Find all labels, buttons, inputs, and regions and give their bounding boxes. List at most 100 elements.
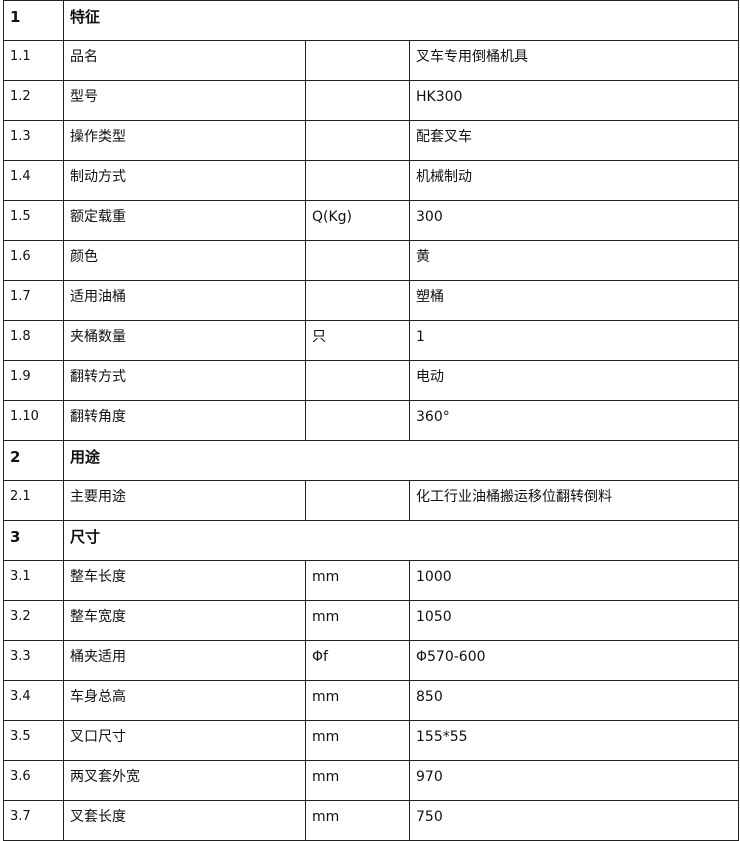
- item-value: 750: [408, 800, 740, 841]
- item-number: 3.6: [3, 760, 64, 801]
- item-unit: [305, 40, 410, 81]
- item-name: 额定载重: [63, 200, 306, 241]
- item-value: 360°: [408, 400, 740, 441]
- item-name: 颜色: [63, 240, 306, 281]
- item-name: 适用油桶: [63, 280, 306, 321]
- item-number: 1.6: [3, 240, 64, 281]
- item-name: 主要用途: [63, 480, 306, 521]
- table-row: 1.4 制动方式 机械制动: [3, 160, 740, 201]
- item-number: 1.8: [3, 320, 64, 361]
- table-row: 2.1 主要用途 化工行业油桶搬运移位翻转倒料: [3, 480, 740, 521]
- item-name: 翻转方式: [63, 360, 306, 401]
- section-number: 2: [3, 440, 64, 481]
- item-number: 1.10: [3, 400, 64, 441]
- item-unit: [305, 80, 410, 121]
- item-name: 整车长度: [63, 560, 306, 601]
- item-name: 车身总高: [63, 680, 306, 721]
- table-row: 3.3 桶夹适用 Φf Φ570-600: [3, 640, 740, 681]
- table-row: 3.7 叉套长度 mm 750: [3, 800, 740, 841]
- table-row: 3.1 整车长度 mm 1000: [3, 560, 740, 601]
- item-value: 300: [408, 200, 740, 241]
- item-value: 1050: [408, 600, 740, 641]
- item-number: 3.7: [3, 800, 64, 841]
- item-unit: Q(Kg): [305, 200, 410, 241]
- item-value: 叉车专用倒桶机具: [408, 40, 740, 81]
- section-title: 用途: [62, 440, 740, 481]
- item-value: 850: [408, 680, 740, 721]
- item-name: 叉套长度: [63, 800, 306, 841]
- table-row: 1.5 额定载重 Q(Kg) 300: [3, 200, 740, 241]
- item-number: 1.4: [3, 160, 64, 201]
- table-row: 1.9 翻转方式 电动: [3, 360, 740, 401]
- item-unit: [305, 160, 410, 201]
- item-number: 3.3: [3, 640, 64, 681]
- table-row: 3.4 车身总高 mm 850: [3, 680, 740, 721]
- table-row: 1.3 操作类型 配套叉车: [3, 120, 740, 161]
- item-name: 型号: [63, 80, 306, 121]
- table-row: 3.6 两叉套外宽 mm 970: [3, 760, 740, 801]
- table-row: 1.1 品名 叉车专用倒桶机具: [3, 40, 740, 81]
- section-header-row: 1 特征: [3, 0, 740, 41]
- item-unit: [305, 120, 410, 161]
- item-value: 1: [408, 320, 740, 361]
- item-value: 电动: [408, 360, 740, 401]
- section-header-row: 3 尺寸: [3, 520, 740, 561]
- item-unit: Φf: [305, 640, 410, 681]
- item-value: Φ570-600: [408, 640, 740, 681]
- item-number: 1.3: [3, 120, 64, 161]
- spec-table: 1 特征 1.1 品名 叉车专用倒桶机具 1.2 型号 HK300 1.3 操作类型 配套叉车 1.4…: [3, 0, 740, 841]
- item-unit: mm: [305, 560, 410, 601]
- table-row: 1.6 颜色 黄: [3, 240, 740, 281]
- section-title: 特征: [62, 0, 740, 41]
- item-unit: 只: [305, 320, 410, 361]
- item-number: 1.7: [3, 280, 64, 321]
- item-number: 2.1: [3, 480, 64, 521]
- item-number: 3.5: [3, 720, 64, 761]
- item-number: 1.9: [3, 360, 64, 401]
- item-value: 黄: [408, 240, 740, 281]
- item-name: 品名: [63, 40, 306, 81]
- item-name: 叉口尺寸: [63, 720, 306, 761]
- item-value: 155*55: [408, 720, 740, 761]
- item-name: 制动方式: [63, 160, 306, 201]
- item-unit: mm: [305, 720, 410, 761]
- table-row: 1.8 夹桶数量只 1: [3, 320, 740, 361]
- item-name: 整车宽度: [63, 600, 306, 641]
- item-name: 两叉套外宽: [63, 760, 306, 801]
- item-number: 1.2: [3, 80, 64, 121]
- section-number: 1: [3, 0, 64, 41]
- item-unit: [305, 480, 410, 521]
- item-number: 3.1: [3, 560, 64, 601]
- item-name: 操作类型: [63, 120, 306, 161]
- item-number: 1.1: [3, 40, 64, 81]
- item-value: 化工行业油桶搬运移位翻转倒料: [408, 480, 740, 521]
- item-unit: [305, 280, 410, 321]
- table-row: 3.5 叉口尺寸 mm 155*55: [3, 720, 740, 761]
- item-unit: [305, 240, 410, 281]
- item-value: HK300: [408, 80, 740, 121]
- item-value: 机械制动: [408, 160, 740, 201]
- item-number: 3.2: [3, 600, 64, 641]
- item-name: 夹桶数量: [63, 320, 306, 361]
- item-value: 970: [408, 760, 740, 801]
- table-row: 1.2 型号 HK300: [3, 80, 740, 121]
- item-number: 1.5: [3, 200, 64, 241]
- section-number: 3: [3, 520, 64, 561]
- section-title: 尺寸: [62, 520, 740, 561]
- section-header-row: 2 用途: [3, 440, 740, 481]
- item-name: 桶夹适用: [63, 640, 306, 681]
- item-name: 翻转角度: [63, 400, 306, 441]
- item-value: 塑桶: [408, 280, 740, 321]
- table-row: 1.7 适用油桶 塑桶: [3, 280, 740, 321]
- item-value: 配套叉车: [408, 120, 740, 161]
- item-unit: mm: [305, 600, 410, 641]
- item-unit: mm: [305, 680, 410, 721]
- item-number: 3.4: [3, 680, 64, 721]
- table-row: 1.10 翻转角度 360°: [3, 400, 740, 441]
- item-unit: mm: [305, 760, 410, 801]
- item-unit: [305, 360, 410, 401]
- item-value: 1000: [408, 560, 740, 601]
- item-unit: [305, 400, 410, 441]
- table-row: 3.2 整车宽度 mm 1050: [3, 600, 740, 641]
- item-unit: mm: [305, 800, 410, 841]
